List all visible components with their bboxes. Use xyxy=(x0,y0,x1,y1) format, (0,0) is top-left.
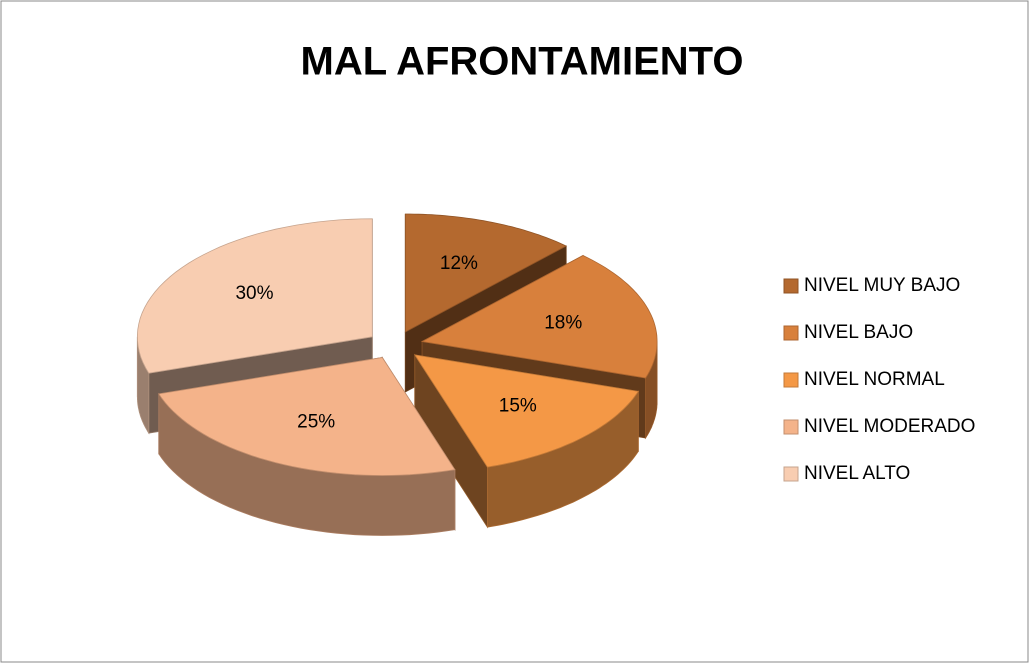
slice xyxy=(413,354,639,468)
data-label: 25% xyxy=(297,412,335,433)
legend-label: NIVEL MUY BAJO xyxy=(804,275,960,296)
slice xyxy=(158,357,456,476)
slice xyxy=(404,213,568,333)
legend-label: NIVEL BAJO xyxy=(804,322,913,343)
data-label: 15% xyxy=(499,396,537,417)
legend-swatch xyxy=(783,278,799,294)
legend-swatch xyxy=(783,419,799,435)
chart-title: MAL AFRONTAMIENTO xyxy=(301,40,744,84)
data-label: 12% xyxy=(440,253,478,274)
data-label: 30% xyxy=(235,283,273,304)
slice xyxy=(136,218,373,374)
legend-swatch xyxy=(783,325,799,341)
legend-swatch xyxy=(783,372,799,388)
legend-label: NIVEL NORMAL xyxy=(804,369,945,390)
slice xyxy=(420,255,658,379)
legend-label: NIVEL ALTO xyxy=(804,463,910,484)
data-label: 18% xyxy=(544,312,582,333)
legend-label: NIVEL MODERADO xyxy=(804,416,975,437)
legend-swatch xyxy=(783,466,799,482)
